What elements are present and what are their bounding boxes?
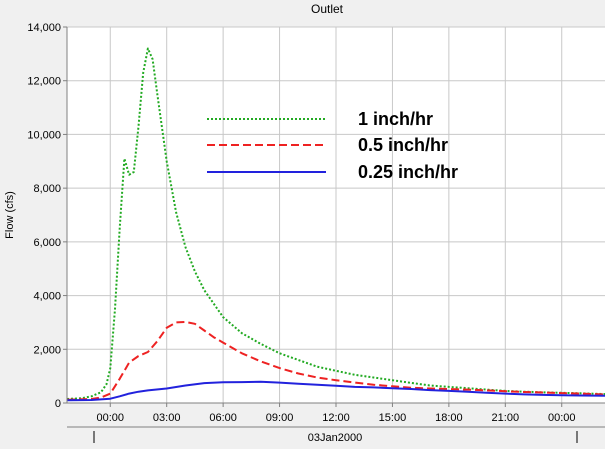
grid: [67, 26, 605, 403]
chart-title: Outlet: [311, 2, 344, 16]
x-tick-label: 06:00: [209, 412, 237, 424]
series-line-1: [66, 47, 605, 400]
x-tick-label: 03:00: [153, 412, 181, 424]
y-tick-label: 2,000: [33, 344, 61, 356]
x-tick-label: 18:00: [435, 412, 463, 424]
y-tick-label: 0: [55, 398, 61, 410]
legend-label-2: 0.5 inch/hr: [358, 135, 448, 155]
y-tick-labels: 0 2,000 4,000 6,000 8,000 10,000 12,000 14,000: [27, 22, 67, 410]
x-tick-label: 00:00: [548, 412, 576, 424]
legend: 1 inch/hr 0.5 inch/hr 0.25 inch/hr: [207, 109, 458, 182]
x-tick-label: 15:00: [379, 412, 407, 424]
x-tick-label: 21:00: [492, 412, 520, 424]
y-tick-label: 14,000: [27, 22, 61, 34]
x-tick-label: 09:00: [266, 412, 294, 424]
y-tick-label: 12,000: [27, 76, 61, 88]
y-tick-label: 6,000: [33, 237, 61, 249]
x-tick-label: 00:00: [97, 412, 125, 424]
legend-label-1: 1 inch/hr: [358, 109, 433, 129]
x-tick-label: 12:00: [322, 412, 350, 424]
legend-label-3: 0.25 inch/hr: [358, 162, 458, 182]
series-line-2: [66, 320, 605, 401]
y-tick-label: 8,000: [33, 183, 61, 195]
y-tick-label: 10,000: [27, 129, 61, 141]
x-tick-labels: 00:00 03:00 06:00 09:00 12:00 15:00 18:00 21:00…: [97, 403, 576, 424]
date-band-label: 03Jan2000: [308, 432, 362, 444]
y-axis-label: Flow (cfs): [4, 191, 16, 239]
series-layer: [66, 47, 605, 402]
series-line-3: [66, 380, 605, 402]
y-tick-label: 4,000: [33, 291, 61, 303]
